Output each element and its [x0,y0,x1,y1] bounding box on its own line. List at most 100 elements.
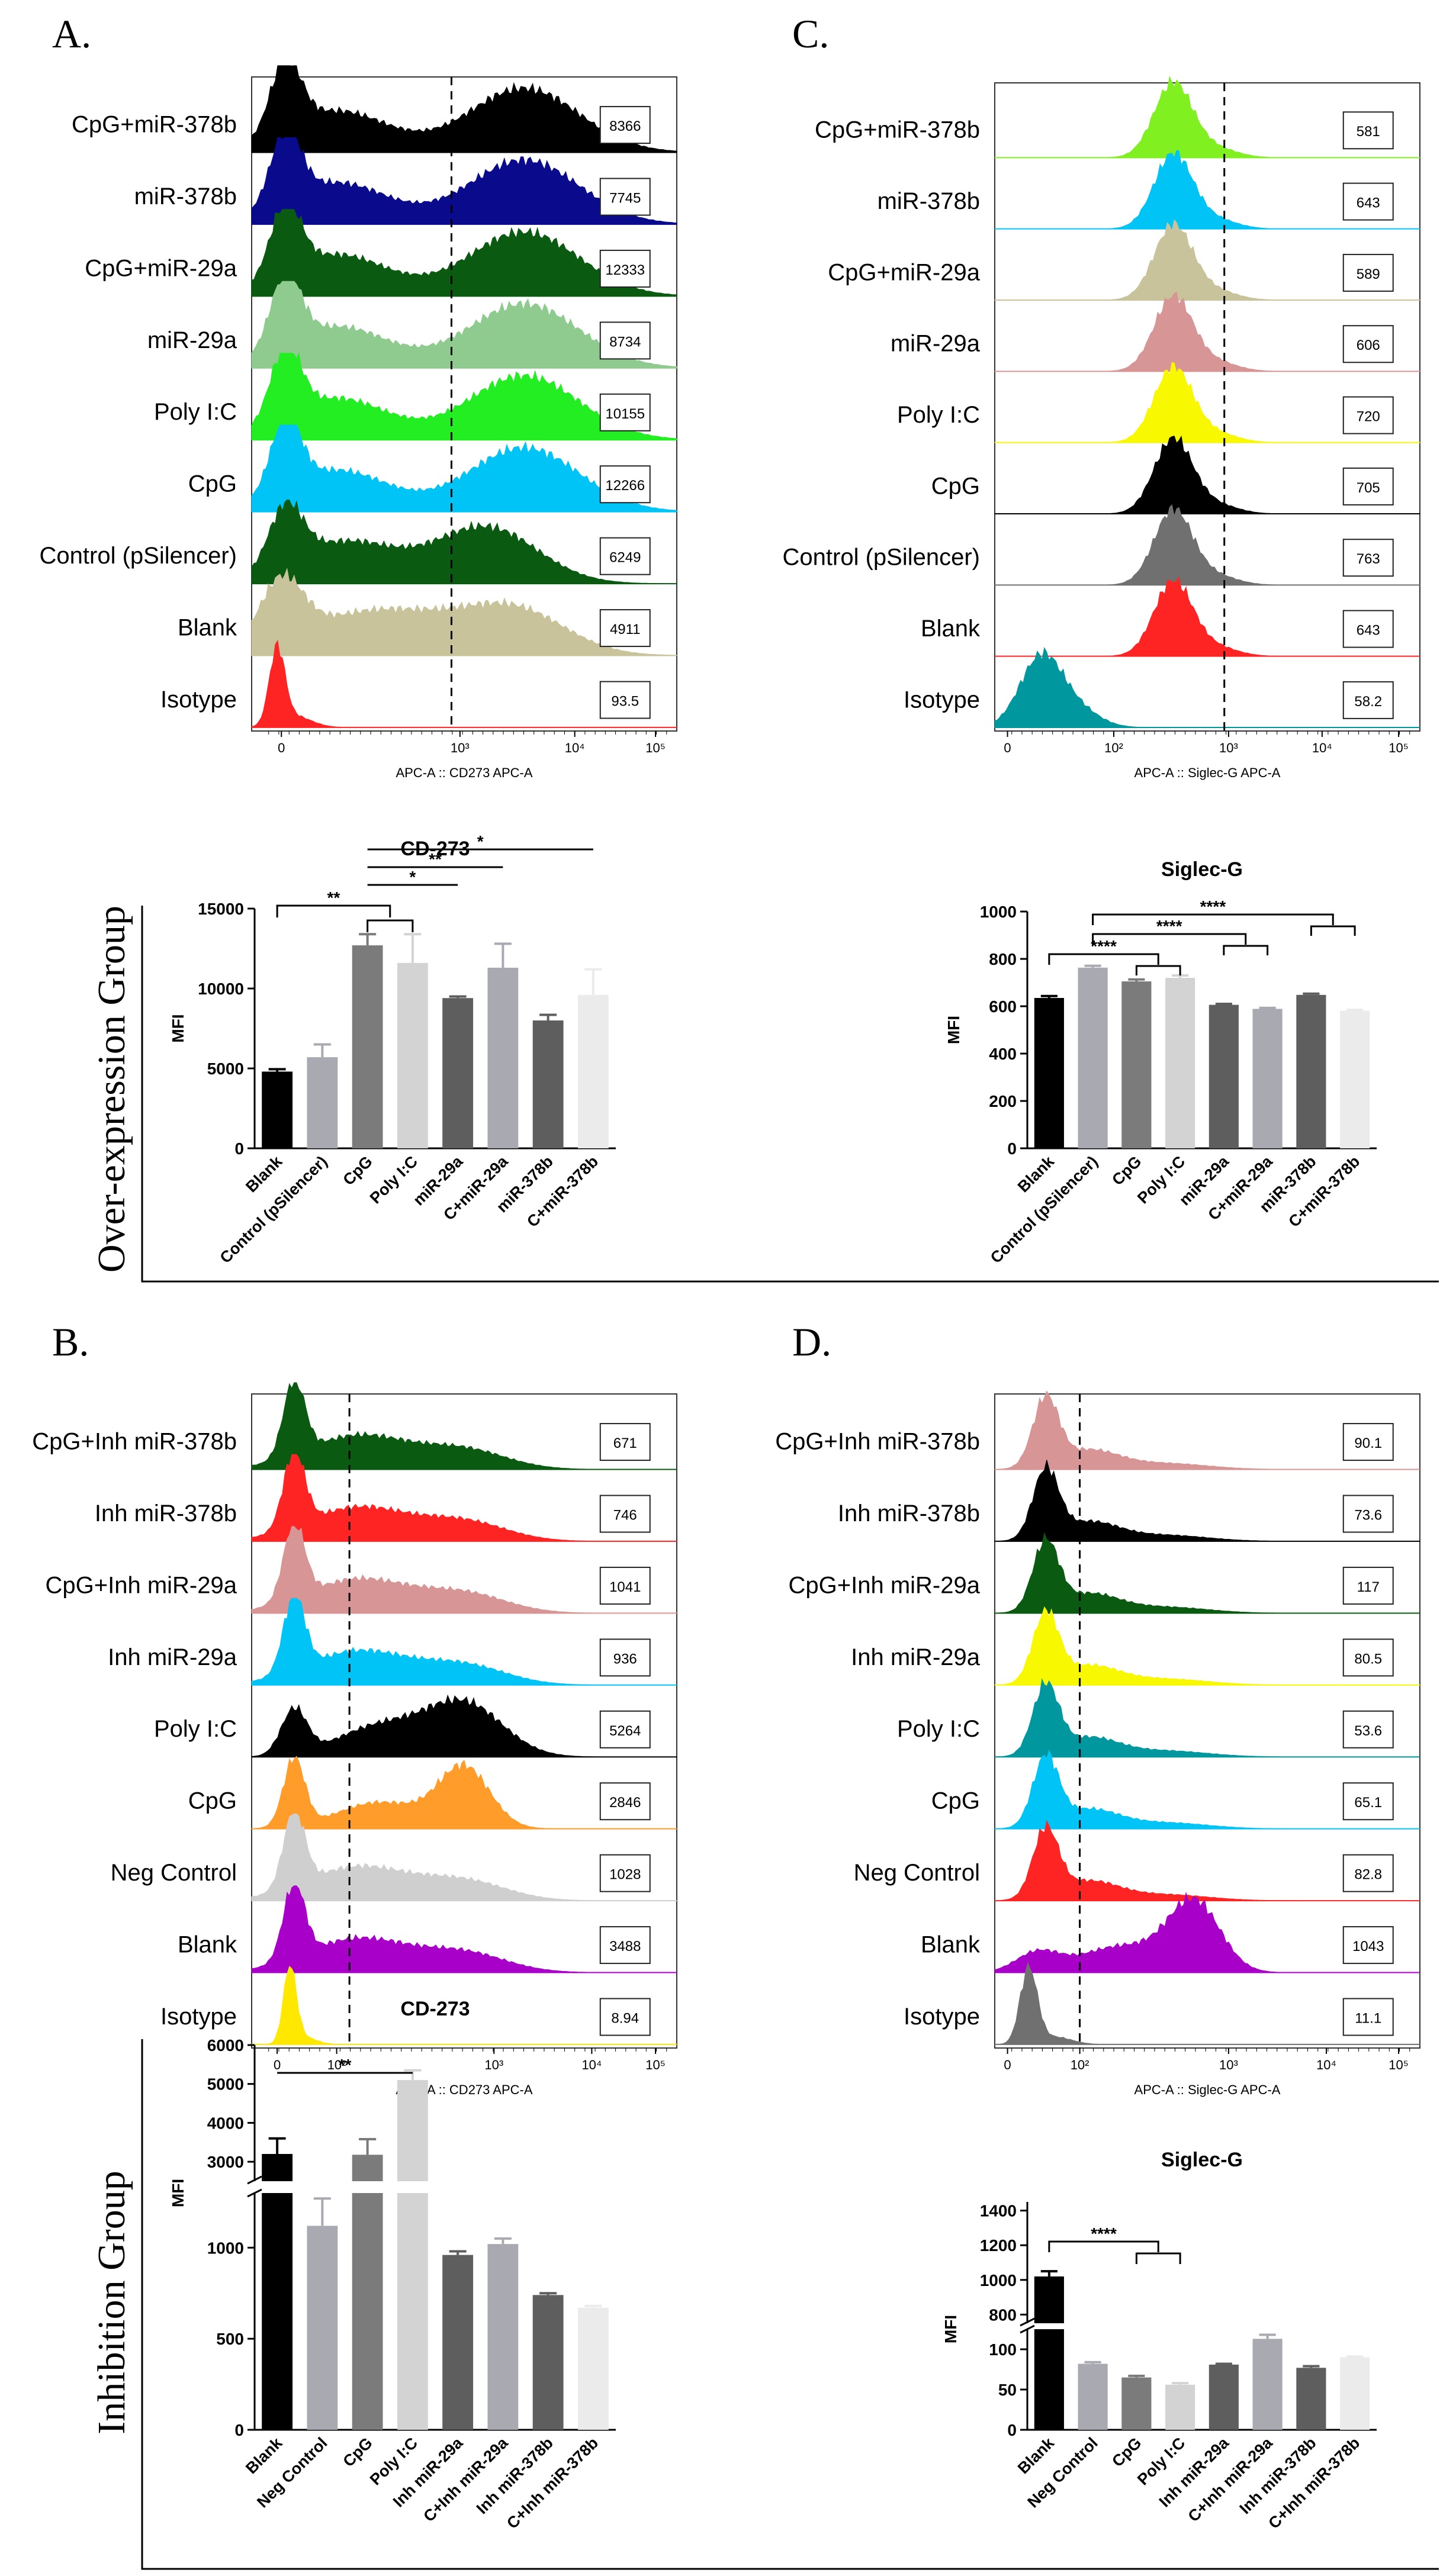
histogram-row-label: CpG [188,1788,237,1814]
histogram-row-label: Inh miR-378b [838,1500,980,1527]
y-tick-label: 1000 [207,2239,244,2257]
y-tick-label: 10000 [198,980,244,998]
x-tick-label: 10⁵ [645,2057,666,2072]
histogram-row-label: Inh miR-378b [95,1500,237,1527]
histogram-row-label: Control (pSilencer) [783,545,980,571]
x-tick-label: 10⁵ [1388,2057,1409,2072]
mfi-box [599,1423,651,1461]
significance-bracket [1223,945,1269,955]
bar-chart-title: CD-273 [400,1998,470,2020]
mfi-box [599,1998,651,2036]
bar-chart-title: Siglec-G [1161,858,1243,881]
mfi-box [599,249,651,288]
mfi-box [599,1854,651,1892]
mfi-box [1342,325,1394,363]
mfi-value: 705 [1357,480,1380,496]
inhibition-group-label: Inhibition Group [90,2171,133,2434]
mfi-value: 12266 [605,478,645,494]
panel-letter-c: C. [792,11,829,56]
y-tick-label: 0 [234,1139,244,1158]
mfi-value: 65.1 [1354,1795,1382,1811]
y-tick-label: 3000 [207,2153,244,2171]
mfi-box [1342,1495,1394,1533]
histogram-row-label: Poly I:C [154,1716,237,1742]
significance-label: ** [429,850,442,868]
x-tick-label: 10⁴ [1312,740,1332,755]
y-axis-label: MFI [944,1016,963,1044]
mfi-box [599,393,651,432]
histogram-row-label: Isotype [160,687,237,713]
bar [307,2226,338,2430]
mfi-value: 8734 [609,334,641,350]
y-tick-label: 800 [989,2305,1017,2324]
x-tick-label: 10³ [1219,740,1238,755]
bar-lower [262,2193,293,2430]
bar [352,945,383,1148]
histogram-row-label: CpG [931,473,980,499]
category-label: Blank [242,2433,286,2477]
histogram-row-label: CpG+Inh miR-378b [32,1429,237,1455]
mfi-value: 746 [613,1508,637,1524]
histogram-panel-d: CpG+Inh miR-378b 90.1 Inh miR-378b 73.6 CpG+… [775,1390,1420,2097]
mfi-value: 8366 [609,118,641,134]
histogram-frame [994,1393,1420,2049]
mfi-value: 53.6 [1354,1723,1382,1739]
mfi-box [1342,396,1394,434]
y-tick-label: 800 [989,950,1017,968]
bar [1034,2276,1064,2323]
bar [1078,967,1108,1148]
bar [1340,1010,1370,1148]
bar [352,2155,383,2181]
mfi-box [1342,1423,1394,1461]
bar [262,1071,293,1148]
bar [1165,978,1195,1148]
y-tick-label: 0 [234,2421,244,2439]
histogram-row-label: CpG+Inh miR-29a [789,1572,981,1598]
mfi-value: 671 [613,1435,637,1451]
significance-label: * [477,832,484,851]
x-tick-label: 0 [1004,740,1011,755]
y-tick-label: 0 [1007,1139,1017,1158]
mfi-box [1342,1710,1394,1749]
bar-chart-c: Siglec-G02004006008001000MFIBlankControl… [944,858,1377,1267]
histogram-row-label: Poly I:C [154,399,237,425]
bar [1078,2364,1108,2430]
significance-bracket [1092,933,1247,945]
mfi-box [599,681,651,719]
significance-label: ** [339,2056,352,2074]
y-tick-label: 600 [989,997,1017,1016]
mfi-value: 581 [1357,124,1380,140]
bar [307,1057,338,1148]
x-tick-label: 10⁵ [1388,740,1409,755]
x-tick-label: 0 [1004,2057,1011,2072]
significance-bracket [1135,965,1181,975]
bar [397,2080,428,2181]
x-tick-label: 10⁴ [581,2057,602,2072]
mfi-value: 8.94 [611,2011,639,2027]
histogram-trace [251,499,677,584]
histogram-row-label: miR-378b [878,188,980,214]
x-tick-label: 0 [278,740,285,755]
x-tick-label: 10² [327,2057,346,2072]
y-tick-label: 15000 [198,900,244,918]
y-tick-label: 5000 [207,2075,244,2094]
mfi-box [599,1782,651,1821]
significance-label: **** [1156,917,1182,935]
x-tick-label: 0 [274,2057,281,2072]
histogram-row-label: miR-29a [147,327,237,353]
mfi-value: 643 [1357,623,1380,639]
histogram-row-label: Blank [178,1932,237,1958]
y-axis-label: MFI [941,2315,960,2343]
x-tick-label: 10⁴ [1316,2057,1336,2072]
y-tick-label: 1400 [980,2202,1017,2220]
category-label: CpG [339,1152,376,1189]
histogram-frame [251,1393,677,2049]
over-group-label: Over-expression Group [90,906,133,1273]
x-tick-label: 10² [1071,2057,1089,2072]
bar-chart-title: Siglec-G [1161,2149,1243,2171]
mfi-value: 763 [1357,551,1380,567]
histogram-row-label: Isotype [904,687,980,713]
bar [532,1020,564,1148]
y-axis-label: MFI [169,1014,187,1042]
